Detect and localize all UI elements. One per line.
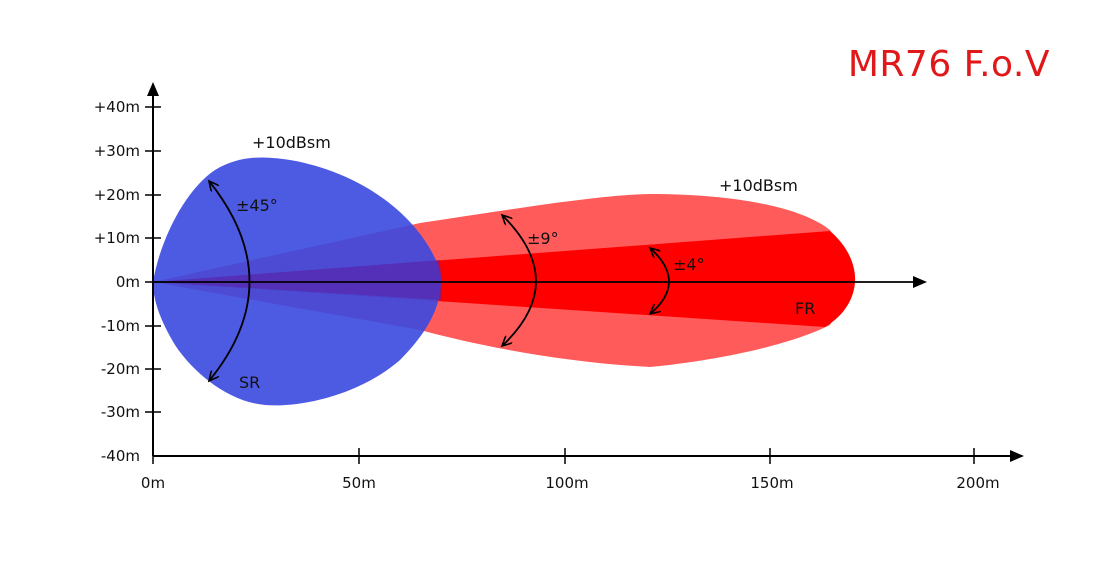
x-tick-label: 100m bbox=[545, 474, 588, 492]
sr-label: SR bbox=[239, 373, 260, 392]
y-tick-label: 0m bbox=[116, 273, 140, 291]
y-ticks bbox=[145, 106, 161, 413]
fr-wide-angle-label: ±9° bbox=[527, 229, 559, 248]
x-tick-label: 0m bbox=[141, 474, 165, 492]
diagram-title: MR76 F.o.V bbox=[847, 44, 1050, 85]
x-tick-label: 50m bbox=[342, 474, 376, 492]
x-ticks bbox=[152, 448, 975, 464]
fr-wide-angle-arc bbox=[502, 215, 537, 346]
fr-sensitivity-label: +10dBsm bbox=[719, 176, 798, 195]
y-tick-label: +30m bbox=[94, 142, 140, 160]
y-tick-label: +40m bbox=[94, 98, 140, 116]
y-tick-label: -10m bbox=[101, 317, 140, 335]
y-tick-label: -30m bbox=[101, 403, 140, 421]
x-tick-label: 200m bbox=[956, 474, 999, 492]
fr-label: FR bbox=[795, 299, 815, 318]
sr-sensitivity-label: +10dBsm bbox=[252, 133, 331, 152]
sr-angle-label: ±45° bbox=[236, 196, 278, 215]
overlap-tint bbox=[153, 260, 442, 300]
fr-narrow-angle-arc bbox=[650, 248, 670, 314]
fr-narrow-angle-label: ±4° bbox=[673, 255, 705, 274]
y-tick-label: +20m bbox=[94, 186, 140, 204]
y-tick-label: +10m bbox=[94, 229, 140, 247]
y-tick-label: -20m bbox=[101, 360, 140, 378]
sr-angle-arc bbox=[209, 181, 251, 381]
x-tick-label: 150m bbox=[750, 474, 793, 492]
y-tick-label: -40m bbox=[101, 447, 140, 465]
